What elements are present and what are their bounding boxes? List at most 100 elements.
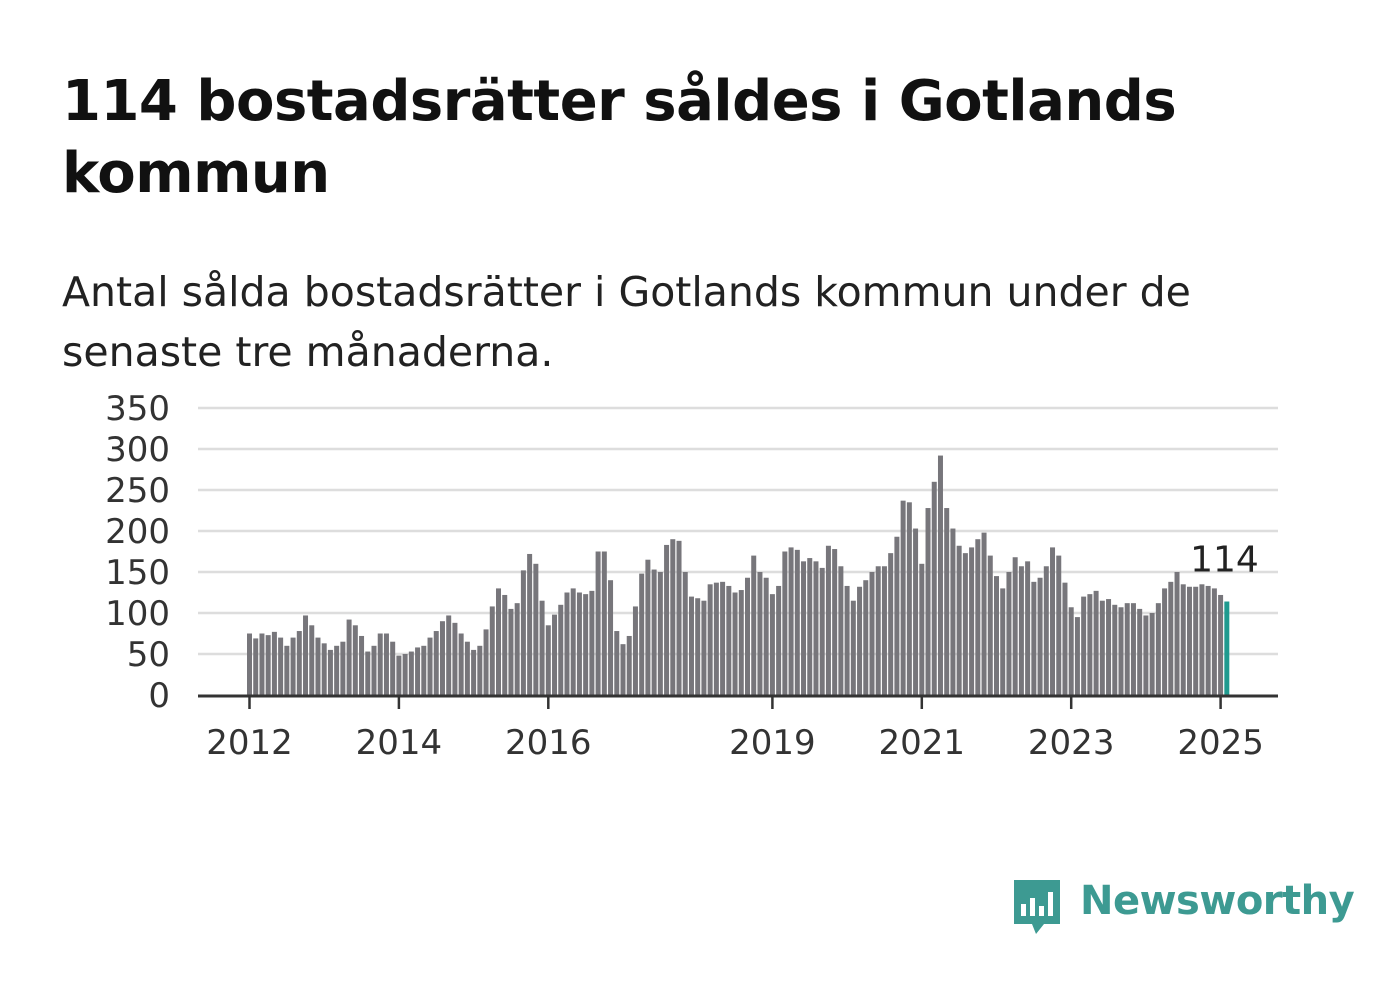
bar xyxy=(701,600,707,695)
bar xyxy=(427,637,433,695)
bar xyxy=(402,654,408,695)
bar xyxy=(539,600,545,695)
bar xyxy=(745,577,750,695)
brand-logo: Newsworthy xyxy=(1010,876,1355,940)
bar xyxy=(651,569,657,695)
bar xyxy=(1174,572,1180,695)
bar xyxy=(720,581,726,695)
bar xyxy=(514,603,520,695)
bar xyxy=(359,635,365,695)
bar xyxy=(1025,561,1031,695)
bar xyxy=(595,551,601,695)
bar xyxy=(483,629,489,695)
bar xyxy=(1050,547,1056,695)
bar xyxy=(894,536,900,695)
bar xyxy=(913,528,919,695)
bar xyxy=(608,580,614,695)
bar xyxy=(1186,586,1192,695)
bars xyxy=(247,455,1230,695)
bar xyxy=(937,455,943,695)
bar xyxy=(975,539,981,695)
bar xyxy=(452,622,458,695)
bar xyxy=(1031,581,1037,695)
bar xyxy=(527,553,533,695)
bar xyxy=(1162,588,1168,695)
chart-subtitle: Antal sålda bostadsrätter i Gotlands kom… xyxy=(62,268,1191,376)
bar xyxy=(247,633,252,695)
bar xyxy=(433,631,439,695)
y-tick-label: 50 xyxy=(127,635,170,675)
bar xyxy=(496,588,501,695)
bar xyxy=(471,649,477,695)
bar xyxy=(919,563,925,695)
bar xyxy=(969,547,975,695)
bar xyxy=(1155,603,1161,695)
bar xyxy=(1193,586,1199,695)
bar xyxy=(346,619,352,695)
bar xyxy=(1143,615,1149,695)
bar xyxy=(1074,617,1080,695)
y-tick-label: 0 xyxy=(148,676,170,716)
bar xyxy=(1124,603,1130,695)
bar xyxy=(601,551,607,695)
bar xyxy=(994,576,999,695)
bar xyxy=(807,558,813,695)
bar xyxy=(1106,599,1112,695)
bar xyxy=(508,608,514,695)
bar xyxy=(1000,588,1006,695)
bar xyxy=(639,573,645,695)
bar xyxy=(290,637,296,695)
bar xyxy=(676,540,682,695)
y-tick-label: 150 xyxy=(105,553,170,593)
y-tick-label: 350 xyxy=(105,389,170,429)
x-tick-label: 2025 xyxy=(1177,723,1264,763)
bar xyxy=(315,637,321,695)
bar xyxy=(1137,608,1143,695)
bar xyxy=(1211,588,1217,695)
bar xyxy=(813,561,819,695)
bar-highlight xyxy=(1224,601,1230,695)
bar xyxy=(1043,566,1049,695)
bar xyxy=(931,481,937,695)
bar xyxy=(265,635,271,695)
bar xyxy=(670,539,676,695)
bar xyxy=(632,606,638,695)
bar xyxy=(962,553,968,695)
bar xyxy=(564,592,570,695)
bar xyxy=(520,570,526,695)
bar xyxy=(489,606,495,695)
bar xyxy=(1099,600,1105,695)
bar xyxy=(614,631,620,695)
bar xyxy=(408,651,414,695)
bar xyxy=(981,532,987,695)
bar xyxy=(844,585,850,695)
bar xyxy=(707,584,713,695)
bar xyxy=(1218,594,1224,695)
bar xyxy=(645,559,651,695)
bar xyxy=(987,555,993,695)
bar xyxy=(875,566,881,695)
bar xyxy=(1018,566,1024,695)
bar xyxy=(1199,584,1205,695)
bar xyxy=(900,500,906,695)
bar xyxy=(620,644,626,695)
bar xyxy=(788,547,794,695)
bar xyxy=(757,572,763,695)
bar xyxy=(296,631,302,695)
x-tick-label: 2016 xyxy=(505,723,592,763)
bar xyxy=(390,641,396,695)
bar xyxy=(726,585,732,695)
bar xyxy=(271,631,277,695)
bar xyxy=(776,585,782,695)
bar xyxy=(583,594,589,695)
bar xyxy=(850,600,856,695)
bar xyxy=(832,549,838,695)
bar xyxy=(782,551,788,695)
bar xyxy=(576,592,582,695)
bar xyxy=(763,577,769,695)
grid-lines xyxy=(198,406,1278,656)
bar xyxy=(1112,604,1118,695)
bar xyxy=(881,566,887,695)
bar xyxy=(458,633,464,695)
